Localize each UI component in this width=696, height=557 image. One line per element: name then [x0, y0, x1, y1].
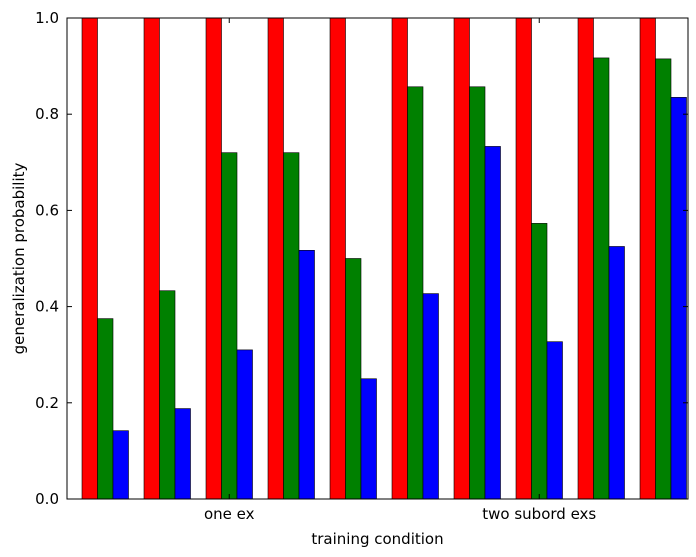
plot-frame [66, 17, 689, 500]
bar-group4-series1 [267, 17, 284, 500]
x-tick-label: one ex [204, 505, 255, 523]
bar-group2-series3 [174, 408, 191, 500]
x-axis: one ex two subord exs [204, 18, 596, 523]
bar-group9-series3 [608, 246, 625, 500]
bar-group6-series1 [391, 17, 408, 500]
bar-group8-series3 [546, 341, 563, 500]
bar-group10-series1 [639, 17, 656, 500]
y-tick-label: 0.0 [35, 490, 59, 508]
y-tick-label: 1.0 [35, 9, 59, 27]
bar-group9-series2 [593, 57, 610, 500]
bar-group4-series3 [298, 250, 315, 500]
bar-group5-series3 [360, 378, 377, 500]
bar-group5-series2 [345, 258, 362, 500]
bar-group9-series1 [577, 17, 594, 500]
bar-group1-series2 [97, 318, 114, 500]
bar-group10-series3 [670, 97, 687, 500]
bar-group4-series2 [283, 152, 300, 500]
y-tick-label: 0.6 [35, 201, 59, 219]
bar-group2-series1 [143, 17, 160, 500]
y-axis: 0.0 0.2 0.4 0.6 0.8 1.0 [35, 9, 688, 508]
bar-group6-series3 [422, 293, 439, 500]
bar-group2-series2 [159, 290, 176, 500]
bar-group5-series1 [329, 17, 346, 500]
x-tick-label: two subord exs [482, 505, 596, 523]
y-tick-label: 0.8 [35, 105, 59, 123]
bar-group10-series2 [655, 58, 672, 500]
bar-group7-series3 [484, 146, 501, 500]
bar-group8-series2 [531, 223, 548, 500]
x-axis-label: training condition [311, 530, 443, 548]
y-tick-label: 0.2 [35, 394, 59, 412]
bar-group1-series3 [112, 430, 129, 500]
bar-group3-series3 [236, 349, 253, 500]
bar-group3-series2 [221, 152, 238, 500]
bar-group1-series1 [81, 17, 98, 500]
bar-group3-series1 [205, 17, 222, 500]
bars-layer [81, 17, 687, 500]
bar-group8-series1 [515, 17, 532, 500]
bar-group7-series2 [469, 86, 486, 500]
y-tick-label: 0.4 [35, 298, 59, 316]
bar-group7-series1 [453, 17, 470, 500]
bar-group6-series2 [407, 86, 424, 500]
y-axis-label: generalization probability [10, 162, 28, 354]
